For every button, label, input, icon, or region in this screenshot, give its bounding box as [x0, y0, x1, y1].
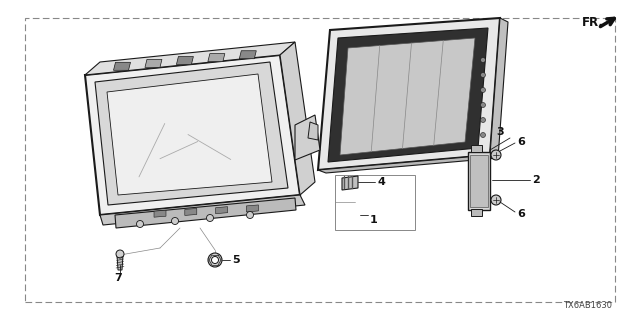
Polygon shape — [100, 195, 305, 225]
Polygon shape — [239, 51, 256, 59]
Circle shape — [211, 257, 218, 263]
Polygon shape — [208, 54, 225, 62]
Polygon shape — [470, 155, 488, 207]
Polygon shape — [490, 18, 508, 158]
Circle shape — [481, 132, 486, 138]
Polygon shape — [145, 60, 162, 68]
Polygon shape — [85, 42, 295, 75]
Text: 2: 2 — [532, 175, 540, 185]
Polygon shape — [342, 176, 358, 190]
Text: 4: 4 — [377, 177, 385, 187]
Polygon shape — [295, 115, 320, 160]
Polygon shape — [468, 152, 490, 210]
Polygon shape — [85, 55, 300, 215]
Polygon shape — [318, 18, 500, 170]
Polygon shape — [107, 74, 272, 195]
Polygon shape — [154, 210, 166, 217]
Bar — [335, 175, 415, 230]
Polygon shape — [113, 62, 131, 70]
Text: 3: 3 — [496, 127, 504, 137]
Text: 7: 7 — [114, 273, 122, 283]
Circle shape — [207, 214, 214, 221]
Circle shape — [246, 212, 253, 219]
Bar — [25, 18, 615, 302]
Polygon shape — [308, 122, 318, 140]
Text: 6: 6 — [517, 137, 525, 147]
Polygon shape — [280, 42, 315, 195]
Polygon shape — [216, 207, 228, 214]
Polygon shape — [471, 145, 482, 152]
Circle shape — [172, 218, 179, 225]
Polygon shape — [95, 62, 288, 205]
Text: 5: 5 — [232, 255, 239, 265]
Circle shape — [136, 220, 143, 228]
Circle shape — [481, 87, 486, 92]
Polygon shape — [340, 38, 475, 155]
Circle shape — [116, 250, 124, 258]
Polygon shape — [185, 208, 197, 215]
Polygon shape — [115, 198, 296, 228]
Text: 1: 1 — [370, 215, 378, 225]
Polygon shape — [246, 205, 259, 212]
Polygon shape — [177, 57, 193, 65]
Polygon shape — [318, 155, 498, 173]
Text: FR.: FR. — [582, 15, 604, 28]
Polygon shape — [328, 28, 488, 162]
Circle shape — [491, 195, 501, 205]
Polygon shape — [117, 255, 123, 270]
Circle shape — [491, 150, 501, 160]
Polygon shape — [471, 209, 482, 216]
Circle shape — [481, 102, 486, 108]
Text: TX6AB1630: TX6AB1630 — [563, 301, 612, 310]
Circle shape — [481, 58, 486, 62]
Circle shape — [208, 253, 222, 267]
Circle shape — [481, 117, 486, 123]
Circle shape — [481, 73, 486, 77]
Text: 6: 6 — [517, 209, 525, 219]
